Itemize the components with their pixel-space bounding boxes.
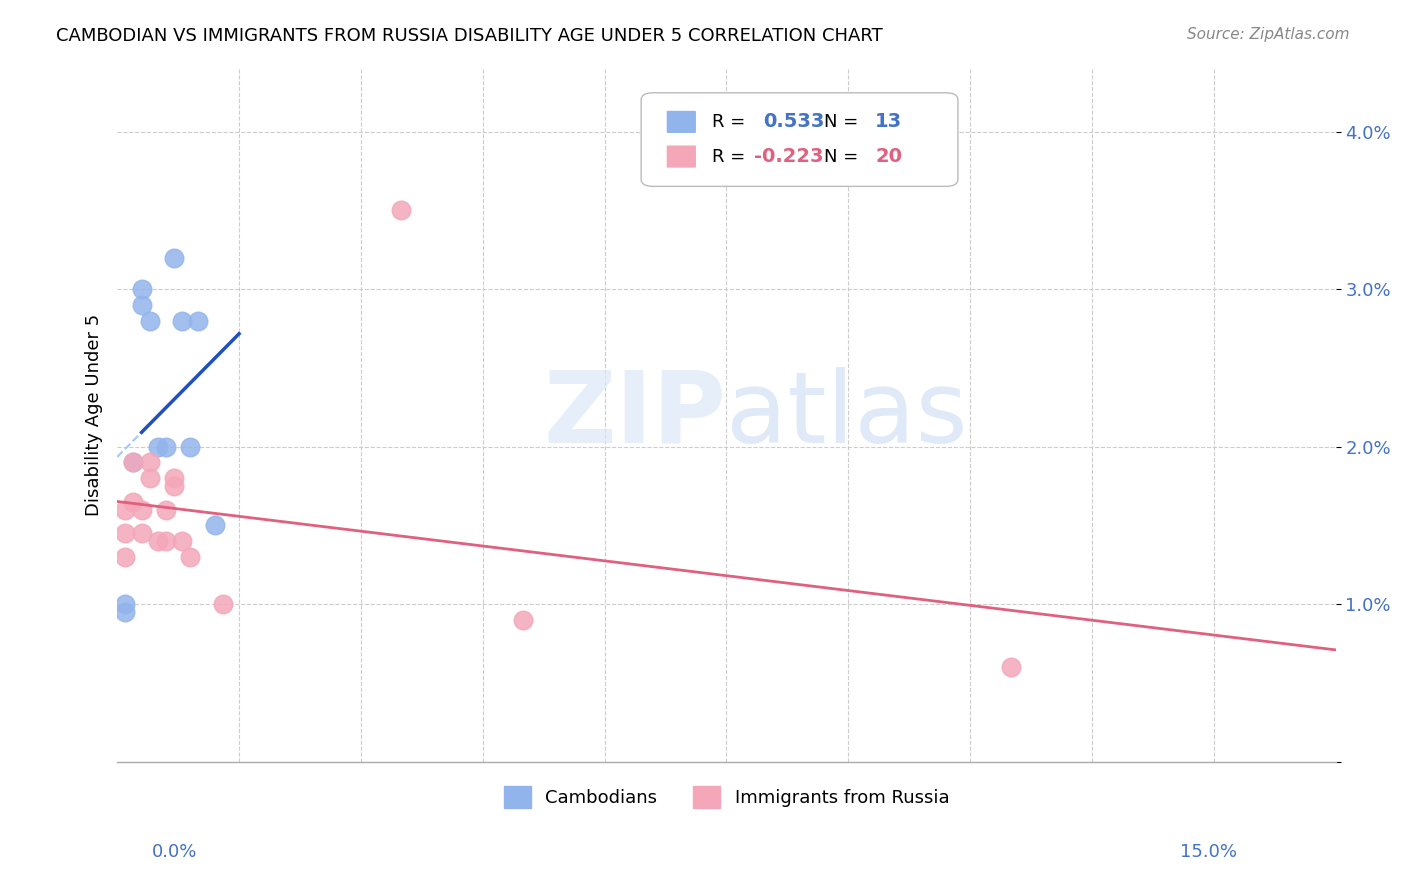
Point bbox=[114, 597, 136, 611]
Text: ZIP: ZIP bbox=[544, 367, 727, 464]
Point bbox=[211, 597, 233, 611]
Point bbox=[138, 455, 160, 469]
Point bbox=[122, 455, 145, 469]
Point bbox=[138, 471, 160, 485]
Text: -0.223: -0.223 bbox=[755, 147, 824, 166]
FancyBboxPatch shape bbox=[641, 93, 957, 186]
Point bbox=[187, 313, 209, 327]
Point bbox=[204, 518, 226, 533]
FancyBboxPatch shape bbox=[666, 111, 696, 133]
Text: 15.0%: 15.0% bbox=[1180, 843, 1237, 861]
Point bbox=[1000, 660, 1022, 674]
FancyBboxPatch shape bbox=[666, 145, 696, 168]
Point bbox=[114, 549, 136, 564]
Point bbox=[172, 534, 194, 549]
Text: N =: N = bbox=[824, 147, 858, 166]
Point bbox=[163, 251, 186, 265]
Point bbox=[163, 479, 186, 493]
Legend: Cambodians, Immigrants from Russia: Cambodians, Immigrants from Russia bbox=[496, 779, 956, 815]
Point bbox=[131, 526, 153, 541]
Text: 13: 13 bbox=[875, 112, 903, 131]
Point bbox=[146, 440, 169, 454]
Point bbox=[179, 549, 201, 564]
Point bbox=[131, 282, 153, 296]
Point bbox=[163, 471, 186, 485]
Point bbox=[114, 526, 136, 541]
Point bbox=[114, 502, 136, 516]
Point bbox=[155, 440, 177, 454]
Text: N =: N = bbox=[824, 113, 858, 131]
Point bbox=[391, 203, 413, 218]
Text: R =: R = bbox=[711, 113, 745, 131]
Point bbox=[138, 313, 160, 327]
Text: atlas: atlas bbox=[727, 367, 969, 464]
Text: R =: R = bbox=[711, 147, 745, 166]
Text: Source: ZipAtlas.com: Source: ZipAtlas.com bbox=[1187, 27, 1350, 42]
Text: 20: 20 bbox=[875, 147, 903, 166]
Point bbox=[155, 534, 177, 549]
Point bbox=[146, 534, 169, 549]
Point bbox=[122, 455, 145, 469]
Point bbox=[122, 495, 145, 509]
Text: CAMBODIAN VS IMMIGRANTS FROM RUSSIA DISABILITY AGE UNDER 5 CORRELATION CHART: CAMBODIAN VS IMMIGRANTS FROM RUSSIA DISA… bbox=[56, 27, 883, 45]
Point bbox=[155, 502, 177, 516]
Point bbox=[172, 313, 194, 327]
Text: 0.533: 0.533 bbox=[763, 112, 824, 131]
Point bbox=[512, 613, 534, 627]
Point bbox=[179, 440, 201, 454]
Point bbox=[131, 298, 153, 312]
Y-axis label: Disability Age Under 5: Disability Age Under 5 bbox=[86, 314, 103, 516]
Point bbox=[131, 502, 153, 516]
Text: 0.0%: 0.0% bbox=[152, 843, 197, 861]
Point bbox=[114, 605, 136, 619]
